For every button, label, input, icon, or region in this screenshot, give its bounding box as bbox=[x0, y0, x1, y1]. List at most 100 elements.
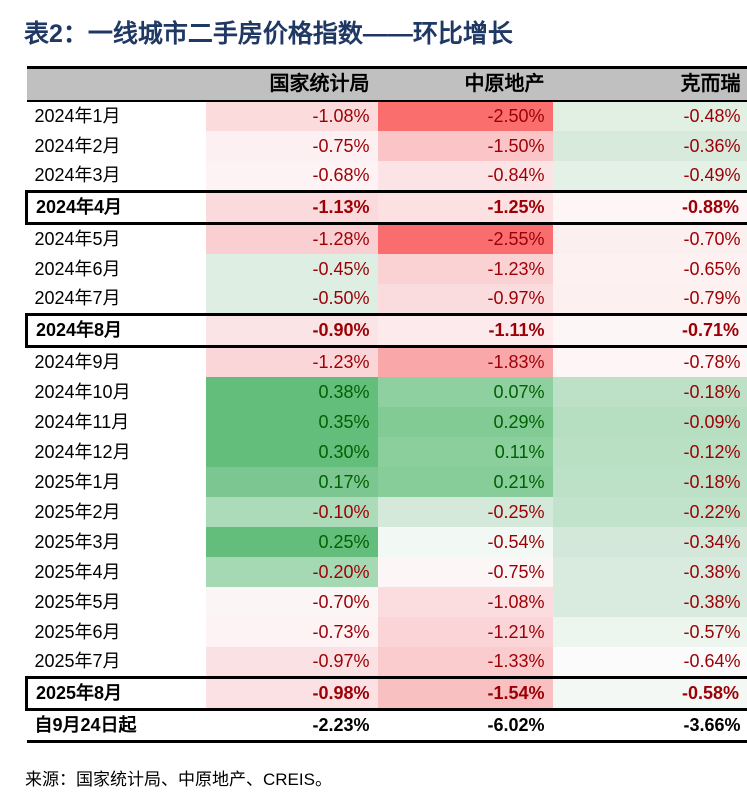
cell-centaline: 0.29% bbox=[377, 407, 553, 437]
cell-cric: -0.18% bbox=[552, 467, 747, 497]
table-row: 2025年6月 -0.73% -1.21% -0.57% bbox=[26, 617, 747, 647]
cell-centaline: -0.54% bbox=[377, 527, 553, 557]
cell-cric: -0.64% bbox=[552, 647, 747, 678]
cell-cric: -0.71% bbox=[552, 313, 747, 348]
cell-centaline: 0.21% bbox=[377, 467, 553, 497]
table-row: 2024年5月 -1.28% -2.55% -0.70% bbox=[26, 223, 747, 254]
cell-centaline: -0.84% bbox=[377, 161, 553, 192]
page-title: 表2：一线城市二手房价格指数——环比增长 bbox=[24, 20, 513, 48]
cell-centaline: -2.50% bbox=[377, 101, 553, 131]
cell-cric: -0.09% bbox=[552, 407, 747, 437]
column-header-centaline: 中原地产 bbox=[377, 66, 553, 102]
cell-nbs: -0.50% bbox=[205, 284, 378, 315]
row-label: 2024年7月 bbox=[26, 284, 206, 315]
row-label: 2025年8月 bbox=[25, 676, 206, 711]
cell-centaline: -1.08% bbox=[377, 587, 553, 617]
cell-cric: -0.79% bbox=[552, 284, 747, 315]
cell-cric: -0.88% bbox=[552, 190, 747, 225]
row-label: 2024年10月 bbox=[26, 377, 206, 407]
cell-nbs: -1.13% bbox=[205, 190, 378, 225]
row-label: 2024年4月 bbox=[25, 190, 206, 225]
cell-nbs: -0.10% bbox=[205, 497, 378, 527]
cell-nbs: -1.23% bbox=[205, 346, 378, 377]
row-label: 2025年6月 bbox=[26, 617, 206, 647]
row-label: 2024年6月 bbox=[26, 254, 206, 284]
cell-centaline: -1.21% bbox=[377, 617, 553, 647]
cell-nbs: -1.28% bbox=[205, 223, 378, 254]
table-row: 2024年10月 0.38% 0.07% -0.18% bbox=[26, 377, 747, 407]
cell-centaline: -1.11% bbox=[377, 313, 553, 348]
row-label: 2024年9月 bbox=[26, 346, 206, 377]
cell-cric: -0.58% bbox=[552, 676, 747, 711]
cell-nbs: -0.90% bbox=[205, 313, 378, 348]
table-row: 2025年1月 0.17% 0.21% -0.18% bbox=[26, 467, 747, 497]
cell-nbs: 0.35% bbox=[205, 407, 378, 437]
cell-centaline: -1.25% bbox=[377, 190, 553, 225]
cell-nbs: -0.97% bbox=[205, 647, 378, 678]
cell-nbs: -0.20% bbox=[205, 557, 378, 587]
table-header-row: 国家统计局 中原地产 克而瑞 bbox=[26, 66, 747, 102]
table-row: 2024年8月 -0.90% -1.11% -0.71% bbox=[25, 313, 747, 348]
cell-cric: -0.36% bbox=[552, 131, 747, 161]
cell-nbs: -0.73% bbox=[205, 617, 378, 647]
table-row: 2024年2月 -0.75% -1.50% -0.36% bbox=[26, 131, 747, 161]
cell-cric: -0.57% bbox=[552, 617, 747, 647]
cell-cric: -0.48% bbox=[552, 101, 747, 131]
column-header-nbs: 国家统计局 bbox=[205, 66, 378, 102]
table-row: 2025年4月 -0.20% -0.75% -0.38% bbox=[26, 557, 747, 587]
cell-centaline: -0.97% bbox=[377, 284, 553, 315]
cell-nbs: 0.25% bbox=[205, 527, 378, 557]
row-label: 2024年5月 bbox=[26, 223, 206, 254]
cell-centaline: -1.33% bbox=[377, 647, 553, 678]
row-label: 2025年3月 bbox=[26, 527, 206, 557]
table-row: 2024年12月 0.30% 0.11% -0.12% bbox=[26, 437, 747, 467]
cell-centaline: -2.55% bbox=[377, 223, 553, 254]
cell-cric: -0.70% bbox=[552, 223, 747, 254]
cell-cric: -0.65% bbox=[552, 254, 747, 284]
row-label: 2024年1月 bbox=[26, 101, 206, 131]
table-body: 2024年1月 -1.08% -2.50% -0.48% 2024年2月 -0.75% -1… bbox=[25, 101, 747, 743]
row-label: 2025年2月 bbox=[26, 497, 206, 527]
cell-cric: -0.34% bbox=[552, 527, 747, 557]
cell-cric: -0.49% bbox=[552, 161, 747, 192]
table-row: 2024年4月 -1.13% -1.25% -0.88% bbox=[25, 190, 747, 225]
column-header-period bbox=[26, 66, 206, 102]
cell-nbs: -2.23% bbox=[205, 709, 378, 743]
table-row: 2025年5月 -0.70% -1.08% -0.38% bbox=[26, 587, 747, 617]
source-note: 来源：国家统计局、中原地产、CREIS。 bbox=[25, 770, 332, 789]
row-label: 自9月24日起 bbox=[26, 709, 206, 743]
row-label: 2024年12月 bbox=[26, 437, 206, 467]
cell-cric: -0.78% bbox=[552, 346, 747, 377]
cell-nbs: -0.68% bbox=[205, 161, 378, 192]
cell-nbs: -1.08% bbox=[205, 101, 378, 131]
cell-cric: -0.18% bbox=[552, 377, 747, 407]
cell-cric: -0.22% bbox=[552, 497, 747, 527]
cell-centaline: 0.11% bbox=[377, 437, 553, 467]
row-label: 2024年8月 bbox=[25, 313, 206, 348]
cell-cric: -3.66% bbox=[552, 709, 747, 743]
cell-cric: -0.12% bbox=[552, 437, 747, 467]
table-row: 2024年6月 -0.45% -1.23% -0.65% bbox=[26, 254, 747, 284]
table-row: 2024年7月 -0.50% -0.97% -0.79% bbox=[26, 284, 747, 315]
cell-nbs: 0.30% bbox=[205, 437, 378, 467]
table-row: 2024年3月 -0.68% -0.84% -0.49% bbox=[26, 161, 747, 192]
row-label: 2024年2月 bbox=[26, 131, 206, 161]
row-label: 2025年4月 bbox=[26, 557, 206, 587]
cell-nbs: -0.98% bbox=[205, 676, 378, 711]
row-label: 2024年11月 bbox=[26, 407, 206, 437]
table-row: 2025年2月 -0.10% -0.25% -0.22% bbox=[26, 497, 747, 527]
table-head: 国家统计局 中原地产 克而瑞 bbox=[26, 66, 747, 102]
table-row: 2025年8月 -0.98% -1.54% -0.58% bbox=[25, 676, 747, 711]
table-row: 2025年3月 0.25% -0.54% -0.34% bbox=[26, 527, 747, 557]
cell-nbs: -0.45% bbox=[205, 254, 378, 284]
cell-centaline: -6.02% bbox=[377, 709, 553, 743]
cell-cric: -0.38% bbox=[552, 557, 747, 587]
data-table-container: 国家统计局 中原地产 克而瑞 2024年1月 -1.08% -2.50% -0.48%… bbox=[25, 66, 747, 743]
cell-centaline: -1.50% bbox=[377, 131, 553, 161]
cell-nbs: 0.17% bbox=[205, 467, 378, 497]
row-label: 2025年7月 bbox=[26, 647, 206, 678]
column-header-cric: 克而瑞 bbox=[552, 66, 747, 102]
table-row: 2024年11月 0.35% 0.29% -0.09% bbox=[26, 407, 747, 437]
cell-cric: -0.38% bbox=[552, 587, 747, 617]
